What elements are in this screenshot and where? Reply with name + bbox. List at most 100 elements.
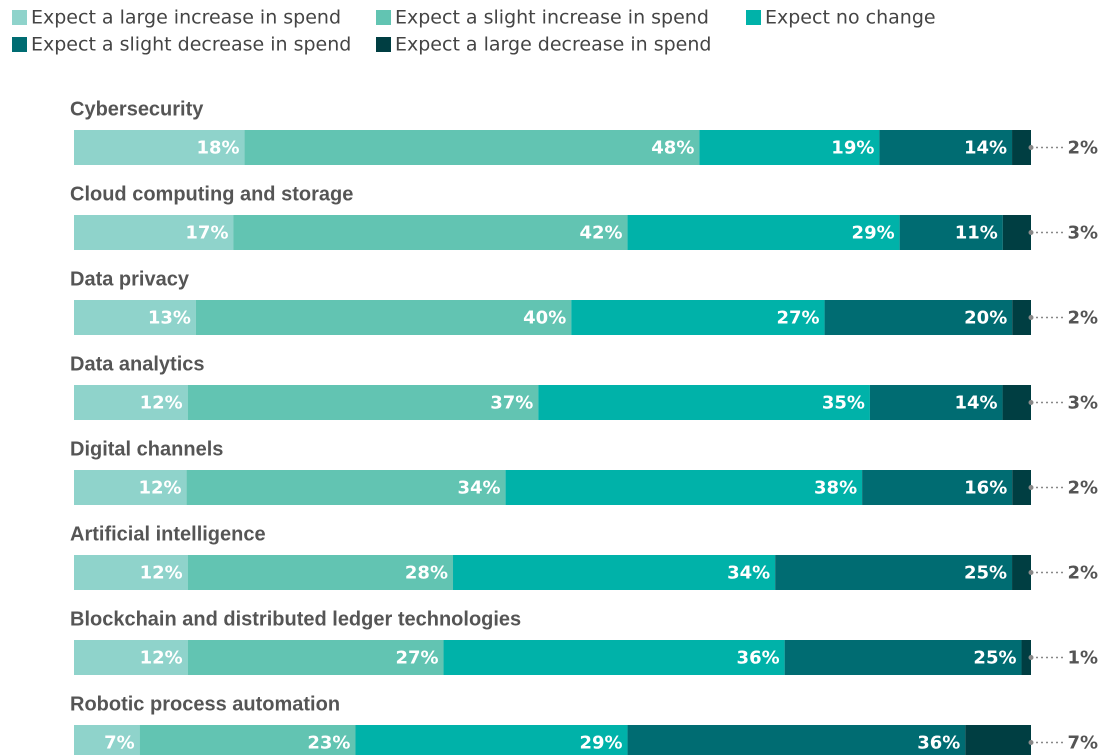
category-label: Data analytics [70, 353, 205, 375]
bar-segment [1002, 215, 1031, 250]
value-label: 14% [964, 138, 1007, 159]
category-label: Blockchain and distributed ledger techno… [70, 608, 521, 630]
value-label: 29% [852, 223, 895, 244]
category-label: Cybersecurity [70, 98, 204, 120]
value-label: 11% [955, 223, 998, 244]
leader-dot [1028, 655, 1034, 660]
value-label: 18% [196, 138, 239, 159]
bar-segment [187, 385, 539, 420]
bar-segment [355, 725, 628, 755]
legend-label: Expect no change [765, 7, 936, 29]
bar-segment [505, 470, 863, 505]
bar-segment [899, 215, 1003, 250]
leader-dot [1028, 230, 1034, 235]
leader-dot [1028, 315, 1034, 320]
legend-swatch [376, 10, 391, 25]
bar-segment [74, 725, 140, 755]
value-label: 20% [964, 308, 1007, 329]
bar-segment [443, 640, 785, 675]
category-label: Cloud computing and storage [70, 183, 353, 205]
value-label: 23% [307, 733, 350, 754]
value-label: 1% [1067, 648, 1098, 669]
bar-segment [187, 555, 454, 590]
bar-segment [74, 470, 187, 505]
value-label: 16% [964, 478, 1007, 499]
bar-segment [1012, 555, 1031, 590]
value-label: 2% [1067, 138, 1098, 159]
leader-dot [1028, 485, 1034, 490]
bar-segment [233, 215, 628, 250]
category-label: Data privacy [70, 268, 190, 290]
bar-segment [1012, 300, 1031, 335]
bar-segment [453, 555, 776, 590]
value-label: 40% [523, 308, 566, 329]
legend-label: Expect a slight increase in spend [395, 7, 709, 29]
bar-segment [538, 385, 870, 420]
bar-segment [784, 640, 1022, 675]
value-label: 12% [140, 563, 183, 584]
value-label: 3% [1067, 223, 1098, 244]
bar-segment [1021, 640, 1031, 675]
value-label: 37% [490, 393, 533, 414]
value-label: 12% [138, 478, 181, 499]
value-label: 36% [737, 648, 780, 669]
value-label: 28% [405, 563, 448, 584]
value-label: 3% [1067, 393, 1098, 414]
value-label: 2% [1067, 308, 1098, 329]
leader-dot [1028, 570, 1034, 575]
category-label: Artificial intelligence [70, 523, 266, 545]
value-label: 7% [1067, 733, 1098, 754]
value-label: 35% [822, 393, 865, 414]
bar-segment [869, 385, 1003, 420]
value-label: 36% [917, 733, 960, 754]
value-label: 42% [579, 223, 622, 244]
bar-segment [627, 725, 966, 755]
bar-segment [74, 215, 234, 250]
value-label: 48% [651, 138, 694, 159]
value-label: 25% [964, 563, 1007, 584]
bar-segment [571, 300, 825, 335]
value-label: 38% [814, 478, 857, 499]
value-label: 14% [954, 393, 997, 414]
bar-segment [1012, 470, 1031, 505]
value-label: 34% [727, 563, 770, 584]
value-label: 7% [104, 733, 135, 754]
bar-segment [699, 130, 880, 165]
bar-segment [74, 300, 196, 335]
bar-segment [244, 130, 700, 165]
value-label: 27% [776, 308, 819, 329]
bar-segment [965, 725, 1031, 755]
value-label: 29% [579, 733, 622, 754]
legend-label: Expect a slight decrease in spend [31, 34, 351, 56]
legend-swatch [12, 10, 27, 25]
bar-segment [195, 300, 572, 335]
bar-segment [187, 640, 444, 675]
category-label: Digital channels [70, 438, 223, 460]
bar-segment [1002, 385, 1031, 420]
value-label: 2% [1067, 563, 1098, 584]
bar-segment [74, 640, 188, 675]
value-label: 13% [148, 308, 191, 329]
legend-swatch [746, 10, 761, 25]
bar-segment [74, 555, 188, 590]
leader-dot [1028, 145, 1034, 150]
bar-segment [775, 555, 1013, 590]
value-label: 19% [831, 138, 874, 159]
leader-dot [1028, 400, 1034, 405]
value-label: 25% [973, 648, 1016, 669]
leader-dot [1028, 740, 1034, 745]
legend-label: Expect a large decrease in spend [395, 34, 711, 56]
value-label: 2% [1067, 478, 1098, 499]
value-label: 12% [140, 648, 183, 669]
bar-segment [139, 725, 356, 755]
bar-segment [862, 470, 1013, 505]
legend-label: Expect a large increase in spend [31, 7, 341, 29]
value-label: 12% [140, 393, 183, 414]
bar-segment [186, 470, 506, 505]
value-label: 17% [185, 223, 228, 244]
value-label: 27% [395, 648, 438, 669]
bar-segment [74, 385, 188, 420]
bar-segment [74, 130, 245, 165]
bar-segment [1012, 130, 1031, 165]
